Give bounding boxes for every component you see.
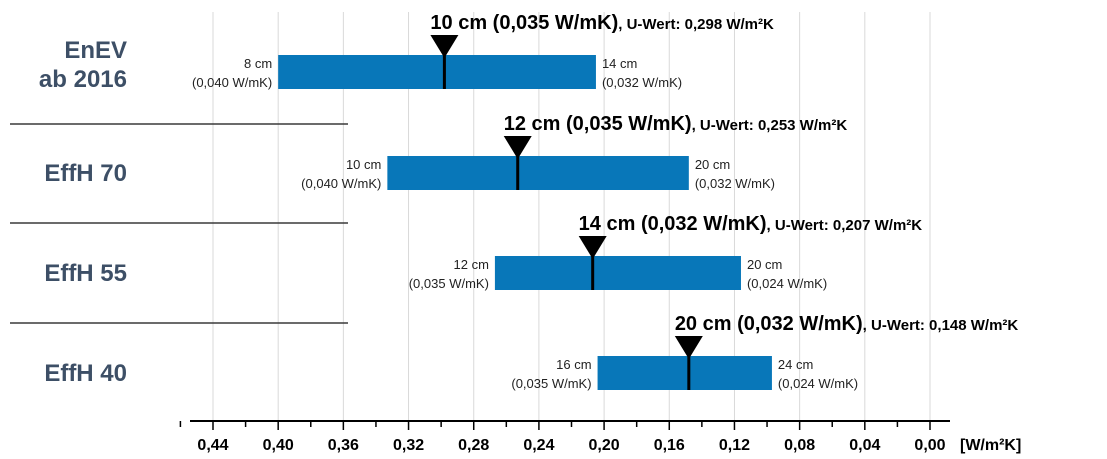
range-start-label: (0,040 W/mK) — [301, 176, 381, 191]
annotation-uvalue: , U-Wert: 0,298 W/m²K — [618, 16, 774, 33]
category-label: EnEV — [64, 37, 127, 64]
x-tick-label: 0,24 — [523, 437, 554, 454]
range-bar — [278, 55, 596, 89]
x-tick-label: 0,44 — [197, 437, 228, 454]
range-end-label: (0,024 W/mK) — [747, 276, 827, 291]
x-tick-label: 0,36 — [328, 437, 359, 454]
x-tick-label: 0,20 — [589, 437, 620, 454]
range-bar — [494, 256, 741, 290]
range-end-label: 20 cm — [695, 157, 730, 172]
x-axis: 0,44 0,40 0,36 0,32 0,28 0,24 0,20 0,16 0,12 0,08… — [179, 420, 1021, 454]
marker-triangle — [430, 35, 459, 58]
x-tick-label: 0,16 — [654, 437, 685, 454]
range-start-label: 10 cm — [346, 157, 381, 172]
marker-triangle — [674, 336, 703, 359]
category-label: EffH 55 — [44, 260, 127, 287]
marker-annotation: 12 cm (0,035 W/mK), U-Wert: 0,253 W/m²K — [504, 113, 848, 135]
annotation-main: 10 cm (0,035 W/mK) — [430, 12, 618, 34]
x-tick-label: 0,32 — [393, 437, 424, 454]
annotation-main: 20 cm (0,032 W/mK) — [675, 313, 863, 335]
range-start-label: (0,035 W/mK) — [511, 376, 591, 391]
marker-triangle — [578, 236, 607, 259]
range-end-label: 20 cm — [747, 257, 782, 272]
x-tick-label: 0,12 — [719, 437, 750, 454]
x-tick-label: 0,04 — [849, 437, 880, 454]
category-label: EffH 40 — [44, 360, 127, 387]
annotation-main: 12 cm (0,035 W/mK) — [504, 113, 692, 135]
range-start-label: (0,040 W/mK) — [192, 75, 272, 90]
marker-annotation: 14 cm (0,032 W/mK), U-Wert: 0,207 W/m²K — [579, 213, 923, 235]
range-start-label: (0,035 W/mK) — [409, 276, 489, 291]
range-end-label: 24 cm — [778, 357, 813, 372]
x-tick-label: 0,00 — [914, 437, 945, 454]
marker-annotation: 20 cm (0,032 W/mK), U-Wert: 0,148 W/m²K — [675, 313, 1019, 335]
annotation-uvalue: , U-Wert: 0,253 W/m²K — [692, 117, 848, 134]
range-start-label: 8 cm — [244, 56, 272, 71]
annotation-uvalue: , U-Wert: 0,207 W/m²K — [767, 217, 923, 234]
x-axis-unit: [W/m²K] — [960, 437, 1021, 454]
range-bar — [597, 356, 772, 390]
range-end-label: 14 cm — [602, 56, 637, 71]
x-tick-label: 0,28 — [458, 437, 489, 454]
x-tick-label: 0,08 — [784, 437, 815, 454]
range-end-label: (0,032 W/mK) — [602, 75, 682, 90]
row-separators — [10, 123, 348, 324]
x-tick-label: 0,40 — [263, 437, 294, 454]
range-bars — [278, 35, 772, 390]
annotation-main: 14 cm (0,032 W/mK) — [579, 213, 767, 235]
marker-annotation: 10 cm (0,035 W/mK), U-Wert: 0,298 W/m²K — [430, 12, 774, 34]
category-label: EffH 70 — [44, 160, 127, 187]
annotation-uvalue: , U-Wert: 0,148 W/m²K — [863, 317, 1019, 334]
range-end-label: (0,032 W/mK) — [695, 176, 775, 191]
range-start-label: 12 cm — [454, 257, 489, 272]
range-end-label: (0,024 W/mK) — [778, 376, 858, 391]
category-label: ab 2016 — [39, 66, 127, 93]
range-start-label: 16 cm — [556, 357, 591, 372]
range-bar — [387, 156, 689, 190]
marker-triangle — [503, 136, 532, 159]
